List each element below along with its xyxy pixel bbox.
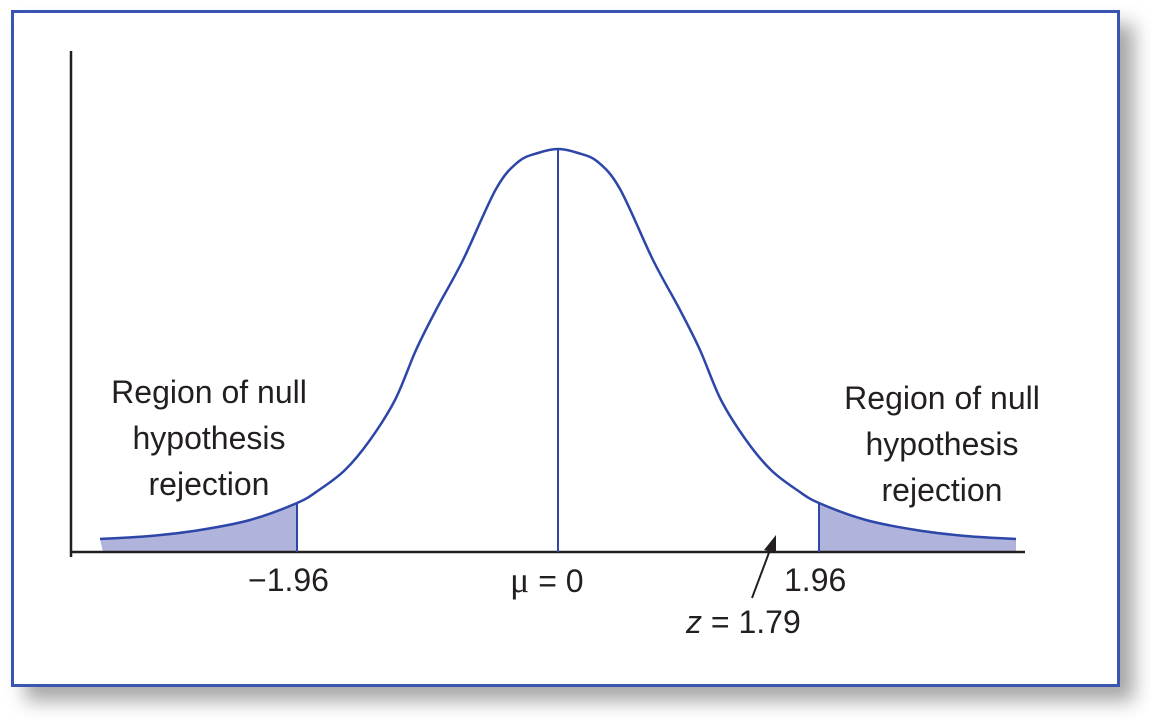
z-value: = 1.79 xyxy=(702,604,801,640)
z-symbol: z xyxy=(686,604,702,640)
left-rejection-region xyxy=(100,503,297,552)
figure-frame xyxy=(11,10,1120,687)
right-region-label-line-1: Region of null xyxy=(844,380,1040,416)
mean-value: = 0 xyxy=(529,563,584,599)
right-region-label-line-2: hypothesis xyxy=(865,426,1019,462)
right-rejection-region xyxy=(819,503,1016,552)
left-region-label-line-3: rejection xyxy=(148,466,270,502)
z-arrow-head-icon xyxy=(764,535,776,553)
right-region-label: Region of null hypothesis rejection xyxy=(812,375,1072,513)
tick-label-neg-1-96: −1.96 xyxy=(248,562,329,598)
tick-label-1-96: 1.96 xyxy=(784,562,847,598)
right-region-label-line-3: rejection xyxy=(881,472,1003,508)
mu-symbol: μ xyxy=(510,560,530,600)
z-statistic-label: z = 1.79 xyxy=(686,602,801,642)
mean-label: μ = 0 xyxy=(510,560,584,601)
left-region-label: Region of null hypothesis rejection xyxy=(79,369,339,507)
left-region-label-line-2: hypothesis xyxy=(132,420,286,456)
z-arrow-shaft xyxy=(751,549,771,599)
left-region-label-line-1: Region of null xyxy=(111,374,307,410)
